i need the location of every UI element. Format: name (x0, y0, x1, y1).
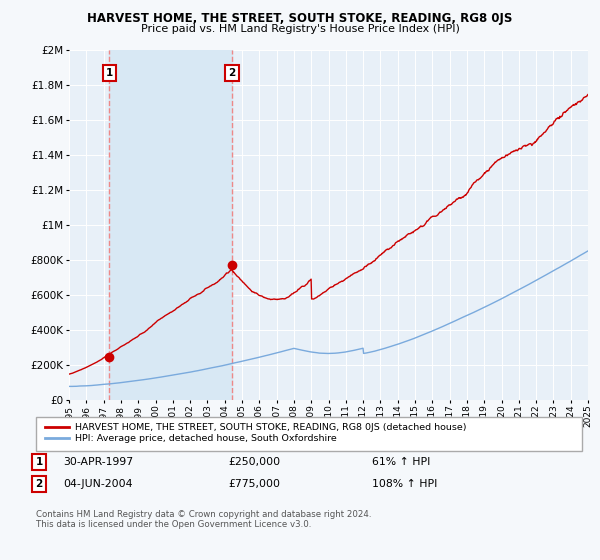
Text: Price paid vs. HM Land Registry's House Price Index (HPI): Price paid vs. HM Land Registry's House … (140, 24, 460, 34)
Text: 2: 2 (229, 68, 236, 78)
Text: £775,000: £775,000 (228, 479, 280, 489)
Text: HARVEST HOME, THE STREET, SOUTH STOKE, READING, RG8 0JS (detached house): HARVEST HOME, THE STREET, SOUTH STOKE, R… (75, 423, 467, 432)
Text: 108% ↑ HPI: 108% ↑ HPI (372, 479, 437, 489)
Text: 1: 1 (106, 68, 113, 78)
Text: HPI: Average price, detached house, South Oxfordshire: HPI: Average price, detached house, Sout… (75, 434, 337, 443)
Text: 61% ↑ HPI: 61% ↑ HPI (372, 457, 430, 467)
Text: 30-APR-1997: 30-APR-1997 (63, 457, 133, 467)
Text: Contains HM Land Registry data © Crown copyright and database right 2024.
This d: Contains HM Land Registry data © Crown c… (36, 510, 371, 529)
Text: HARVEST HOME, THE STREET, SOUTH STOKE, READING, RG8 0JS: HARVEST HOME, THE STREET, SOUTH STOKE, R… (88, 12, 512, 25)
Text: 2: 2 (35, 479, 43, 489)
Text: 04-JUN-2004: 04-JUN-2004 (63, 479, 133, 489)
Text: £250,000: £250,000 (228, 457, 280, 467)
Bar (109, 50, 232, 400)
Text: 1: 1 (35, 457, 43, 467)
